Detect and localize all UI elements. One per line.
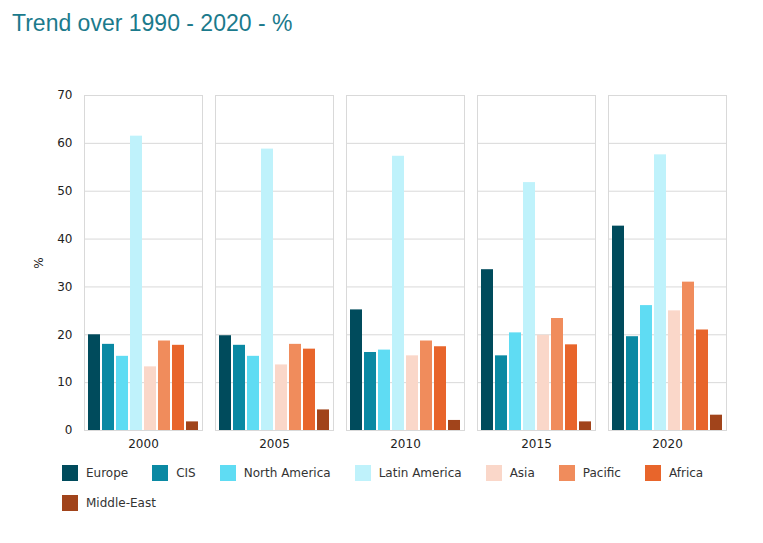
html-text:CIS: CIS [176,466,196,480]
html-text:Middle-East: Middle-East [86,496,156,510]
html-text:Europe: Europe [86,466,129,480]
svg-text:2015: 2015 [521,437,552,451]
html-text:North America: North America [243,466,331,480]
svg-text:2005: 2005 [259,437,290,451]
svg-text:70: 70 [57,88,72,102]
html-text:Trend over 1990 - 2020 - %: Trend over 1990 - 2020 - % [12,10,293,36]
svg-text:%: % [32,257,46,268]
svg-text:50: 50 [57,184,72,198]
svg-text:2000: 2000 [128,437,159,451]
svg-text:60: 60 [57,136,72,150]
svg-text:2010: 2010 [390,437,421,451]
svg-text:10: 10 [57,375,72,389]
svg-text:20: 20 [57,328,72,342]
svg-text:30: 30 [57,280,72,294]
svg-text:0: 0 [65,423,73,437]
svg-text:2020: 2020 [652,437,683,451]
html-text:Asia: Asia [509,466,535,480]
html-text:Pacific: Pacific [582,466,621,480]
svg-text:40: 40 [57,232,72,246]
html-text:Africa: Africa [668,466,704,480]
html-text:Latin America: Latin America [378,466,462,480]
